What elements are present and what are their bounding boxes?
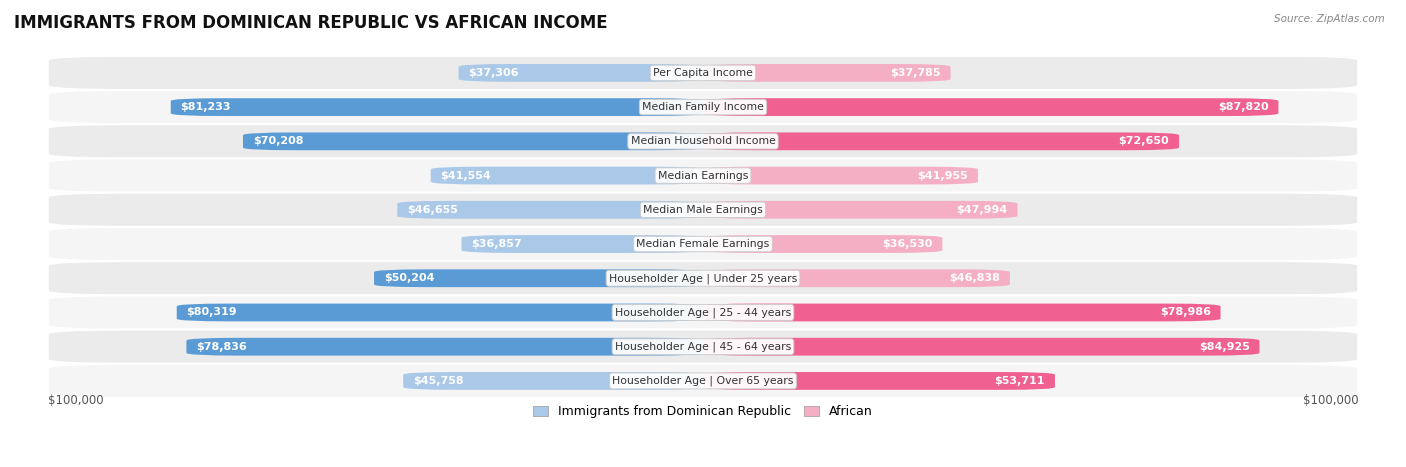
FancyBboxPatch shape xyxy=(430,167,703,184)
FancyBboxPatch shape xyxy=(703,372,1054,390)
FancyBboxPatch shape xyxy=(48,295,1358,330)
Text: $46,838: $46,838 xyxy=(949,273,1000,283)
FancyBboxPatch shape xyxy=(703,201,1018,219)
Text: Per Capita Income: Per Capita Income xyxy=(652,68,754,78)
FancyBboxPatch shape xyxy=(48,90,1358,124)
Text: $78,986: $78,986 xyxy=(1160,307,1211,318)
FancyBboxPatch shape xyxy=(48,124,1358,158)
Text: $53,711: $53,711 xyxy=(994,376,1045,386)
FancyBboxPatch shape xyxy=(48,56,1358,90)
FancyBboxPatch shape xyxy=(48,364,1358,398)
FancyBboxPatch shape xyxy=(170,98,703,116)
FancyBboxPatch shape xyxy=(177,304,703,321)
Text: $87,820: $87,820 xyxy=(1218,102,1268,112)
Text: Median Female Earnings: Median Female Earnings xyxy=(637,239,769,249)
Text: $84,925: $84,925 xyxy=(1199,342,1250,352)
Text: Median Household Income: Median Household Income xyxy=(630,136,776,146)
Text: Householder Age | 45 - 64 years: Householder Age | 45 - 64 years xyxy=(614,341,792,352)
Text: $80,319: $80,319 xyxy=(187,307,238,318)
Text: $78,836: $78,836 xyxy=(197,342,247,352)
Text: $37,785: $37,785 xyxy=(890,68,941,78)
Text: IMMIGRANTS FROM DOMINICAN REPUBLIC VS AFRICAN INCOME: IMMIGRANTS FROM DOMINICAN REPUBLIC VS AF… xyxy=(14,14,607,32)
FancyBboxPatch shape xyxy=(703,133,1180,150)
Text: $100,000: $100,000 xyxy=(1302,394,1358,407)
FancyBboxPatch shape xyxy=(48,193,1358,227)
Text: $47,994: $47,994 xyxy=(956,205,1008,215)
Text: Householder Age | 25 - 44 years: Householder Age | 25 - 44 years xyxy=(614,307,792,318)
FancyBboxPatch shape xyxy=(703,304,1220,321)
Text: $37,306: $37,306 xyxy=(468,68,519,78)
FancyBboxPatch shape xyxy=(703,64,950,82)
FancyBboxPatch shape xyxy=(243,133,703,150)
Text: $36,857: $36,857 xyxy=(471,239,522,249)
FancyBboxPatch shape xyxy=(374,269,703,287)
Text: $70,208: $70,208 xyxy=(253,136,304,146)
FancyBboxPatch shape xyxy=(398,201,703,219)
FancyBboxPatch shape xyxy=(703,269,1010,287)
Text: $41,554: $41,554 xyxy=(440,170,491,181)
Legend: Immigrants from Dominican Republic, African: Immigrants from Dominican Republic, Afri… xyxy=(529,400,877,423)
FancyBboxPatch shape xyxy=(187,338,703,355)
Text: Median Male Earnings: Median Male Earnings xyxy=(643,205,763,215)
FancyBboxPatch shape xyxy=(703,338,1260,355)
FancyBboxPatch shape xyxy=(461,235,703,253)
FancyBboxPatch shape xyxy=(404,372,703,390)
Text: $81,233: $81,233 xyxy=(180,102,231,112)
Text: $46,655: $46,655 xyxy=(408,205,458,215)
FancyBboxPatch shape xyxy=(703,235,942,253)
Text: $41,955: $41,955 xyxy=(917,170,969,181)
Text: $50,204: $50,204 xyxy=(384,273,434,283)
Text: Median Family Income: Median Family Income xyxy=(643,102,763,112)
Text: Householder Age | Over 65 years: Householder Age | Over 65 years xyxy=(612,375,794,386)
Text: $72,650: $72,650 xyxy=(1119,136,1170,146)
Text: Householder Age | Under 25 years: Householder Age | Under 25 years xyxy=(609,273,797,283)
Text: Median Earnings: Median Earnings xyxy=(658,170,748,181)
FancyBboxPatch shape xyxy=(48,261,1358,295)
FancyBboxPatch shape xyxy=(48,158,1358,193)
FancyBboxPatch shape xyxy=(703,98,1278,116)
Text: $100,000: $100,000 xyxy=(48,394,104,407)
FancyBboxPatch shape xyxy=(458,64,703,82)
FancyBboxPatch shape xyxy=(48,330,1358,364)
FancyBboxPatch shape xyxy=(703,167,979,184)
Text: $36,530: $36,530 xyxy=(882,239,932,249)
Text: $45,758: $45,758 xyxy=(413,376,464,386)
Text: Source: ZipAtlas.com: Source: ZipAtlas.com xyxy=(1274,14,1385,24)
FancyBboxPatch shape xyxy=(48,227,1358,261)
